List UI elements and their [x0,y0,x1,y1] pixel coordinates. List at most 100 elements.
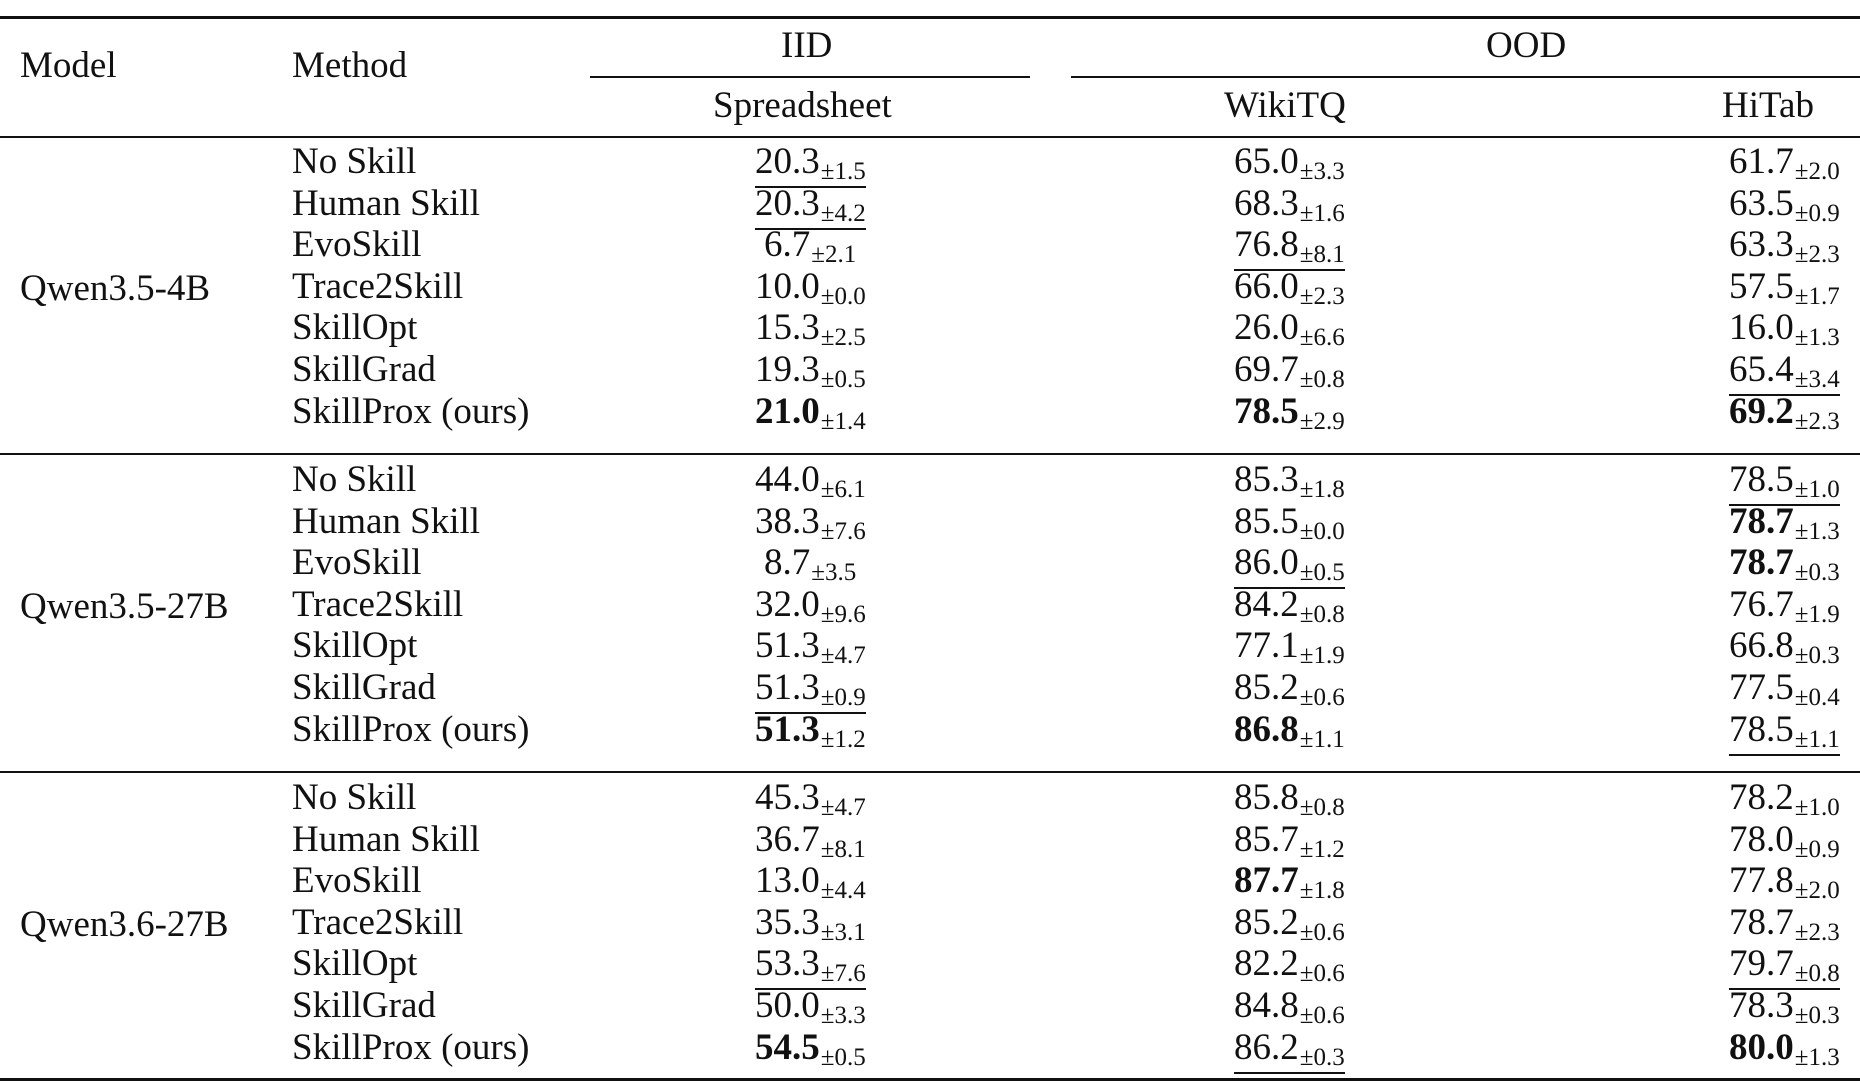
score-value: 65.0 [1234,141,1299,182]
score-value: 80.0 [1729,1026,1794,1068]
score-cell: 79.7±0.8 [1729,944,1840,991]
score-std: ±0.3 [1794,642,1840,670]
header-model: Model [20,45,117,86]
score-value: 44.0 [755,459,820,500]
score-cell: 13.0±4.4 [755,861,866,905]
score-cell: 66.8±0.3 [1729,626,1840,670]
score-value: 50.0 [755,985,820,1026]
method-label: SkillOpt [292,943,418,985]
score-cell: 45.3±4.7 [755,778,866,822]
score-cell: 53.3±7.6 [755,943,866,991]
score-cell: 16.0±1.3 [1729,308,1840,352]
method-label: SkillProx (ours) [292,1026,530,1068]
score-cell: 69.2±2.3 [1729,391,1840,436]
score-value: 54.5 [755,1026,820,1068]
score-value: 84.2 [1234,583,1299,625]
method-label: No Skill [292,141,417,182]
score-std: ±4.4 [820,877,866,905]
score-cell: 19.3±0.5 [755,350,866,394]
iid-cmidrule [590,76,1030,78]
method-label: SkillGrad [292,667,436,708]
score-std: ±0.6 [1299,684,1345,711]
score-std: ±1.1 [1299,725,1345,753]
score-value: 85.5 [1234,500,1299,542]
score-std: ±8.1 [1299,241,1345,269]
score-std: ±1.0 [1794,476,1840,503]
score-cell: 86.0±0.5 [1234,543,1345,590]
score-std: ±2.1 [811,241,857,269]
score-cell: 78.3±0.3 [1729,986,1840,1030]
score-value: 86.2 [1234,1026,1299,1068]
score-value: 8.7 [764,542,811,584]
score-std: ±2.3 [1794,241,1840,269]
model-label: Qwen3.5-27B [20,585,229,627]
score-cell: 76.8±8.1 [1234,225,1345,272]
score-cell: 26.0±6.6 [1234,308,1345,352]
score-cell: 66.0±2.3 [1234,266,1345,311]
score-cell: 85.3±1.8 [1234,460,1345,504]
score-std: ±7.6 [820,960,866,988]
score-value: 13.0 [755,860,820,902]
score-value: 78.5 [1729,459,1794,500]
score-cell: 63.5±0.9 [1729,183,1840,228]
score-cell: 36.7±8.1 [755,819,866,864]
table-bottom-rule [0,1078,1860,1081]
score-std: ±1.0 [1794,794,1840,821]
score-cell: 78.7±0.3 [1729,543,1840,587]
score-std: ±2.0 [1794,877,1840,905]
score-cell: 85.2±0.6 [1234,668,1345,712]
score-cell: 85.7±1.2 [1234,819,1345,864]
score-std: ±1.9 [1299,642,1345,670]
score-value: 85.8 [1234,777,1299,818]
score-cell: 78.7±1.3 [1729,501,1840,546]
score-value: 78.5 [1234,390,1299,432]
score-std: ±0.6 [1299,960,1345,988]
score-std: ±0.9 [1794,199,1840,227]
method-label: Trace2Skill [292,583,464,625]
score-std: ±1.8 [1299,476,1345,503]
score-std: ±3.3 [820,1002,866,1029]
score-value: 45.3 [755,777,820,818]
header-iid: IID [781,25,833,66]
score-cell: 86.8±1.1 [1234,708,1345,754]
score-std: ±0.6 [1299,918,1345,946]
score-cell: 77.8±2.0 [1729,861,1840,905]
score-cell: 78.7±2.3 [1729,901,1840,947]
score-std: ±4.7 [820,642,866,670]
score-cell: 80.0±1.3 [1729,1026,1840,1072]
score-std: ±1.4 [820,407,866,435]
score-value: 85.3 [1234,459,1299,500]
score-std: ±3.5 [811,559,857,587]
score-value: 20.3 [755,141,820,182]
score-value: 77.5 [1729,667,1794,708]
score-std: ±0.3 [1794,1002,1840,1029]
score-value: 21.0 [755,390,820,432]
score-std: ±1.1 [1794,725,1840,753]
score-value: 53.3 [755,943,820,985]
score-value: 77.1 [1234,625,1299,667]
header-col-wikitq: WikiTQ [1224,85,1346,126]
score-value: 65.4 [1729,349,1794,390]
score-std: ±1.9 [1794,600,1840,628]
score-std: ±0.3 [1794,559,1840,587]
score-std: ±7.6 [820,517,866,545]
score-std: ±0.5 [820,366,866,393]
score-cell: 20.3±4.2 [755,183,866,230]
score-value: 38.3 [755,500,820,542]
score-value: 57.5 [1729,265,1794,307]
score-cell: 87.7±1.8 [1234,861,1345,905]
score-value: 76.7 [1729,583,1794,625]
score-std: ±2.3 [1299,282,1345,310]
score-value: 78.0 [1729,818,1794,860]
score-value: 51.3 [755,708,820,750]
score-value: 78.7 [1729,901,1794,943]
score-value: 77.8 [1729,860,1794,902]
score-cell: 86.2±0.3 [1234,1026,1345,1074]
score-cell: 51.3±1.2 [755,708,866,754]
score-cell: 8.7±3.5 [764,543,856,587]
score-cell: 85.8±0.8 [1234,778,1345,822]
score-value: 86.8 [1234,708,1299,750]
score-std: ±6.1 [820,476,866,503]
score-cell: 78.5±1.0 [1729,460,1840,506]
